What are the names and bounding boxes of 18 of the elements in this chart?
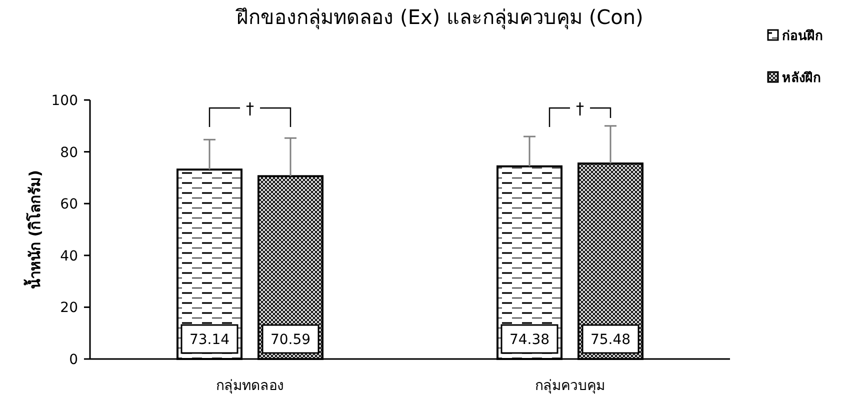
y-tick-label: 20 <box>60 300 78 316</box>
chart-title: ฝึกของกลุ่มทดลอง (Ex) และกลุ่มควบคุม (Con) <box>236 5 644 30</box>
y-tick-label: 60 <box>60 196 78 213</box>
data-label: 73.14 <box>189 332 230 348</box>
annotation: † <box>576 99 584 118</box>
x-tick-label: กลุ่มทดลอง <box>216 378 284 394</box>
data-label: 75.48 <box>590 332 631 348</box>
y-tick-label: 0 <box>69 352 78 368</box>
legend-label: ก่อนฝึก <box>782 28 823 44</box>
annotation: † <box>246 99 254 118</box>
y-tick-label: 80 <box>60 144 78 161</box>
legend-label: หลังฝึก <box>782 70 821 86</box>
data-label: 74.38 <box>509 332 550 348</box>
y-axis-title: น้ำหนัก (กิโลกรัม) <box>23 170 44 289</box>
y-tick-label: 100 <box>51 93 78 109</box>
x-tick-label: กลุ่มควบคุม <box>535 378 605 394</box>
y-tick-label: 40 <box>60 248 78 264</box>
data-label: 70.59 <box>270 332 311 348</box>
